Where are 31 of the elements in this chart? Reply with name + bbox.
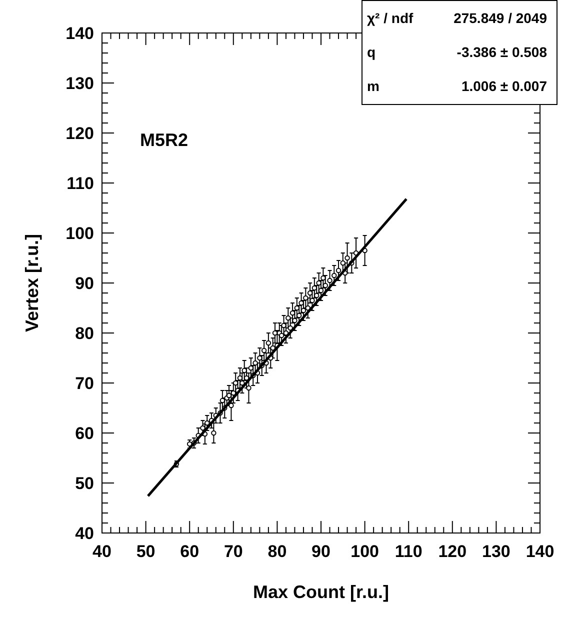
x-tick-label: 50	[136, 542, 156, 561]
annotation: -3.386 ± 0.508	[456, 44, 548, 60]
x-tick-label: 100	[350, 542, 379, 561]
x-tick-label: 110	[394, 542, 422, 561]
x-tick-label: 70	[224, 542, 243, 561]
y-tick-label: 80	[75, 324, 94, 343]
x-tick-label: 60	[180, 542, 200, 561]
x-tick-label: 40	[92, 542, 112, 561]
y-tick-label: 100	[66, 224, 94, 243]
y-tick-label: 40	[75, 524, 94, 543]
y-tick-label: 60	[75, 424, 94, 443]
annotation: m	[367, 78, 380, 94]
y-tick-label: 90	[75, 274, 94, 293]
x-tick-label: 140	[526, 542, 554, 561]
annotation: 1.006 ± 0.007	[461, 78, 548, 94]
y-axis-title: Vertex [r.u.]	[22, 234, 42, 332]
annotation: q	[367, 44, 376, 60]
annotation: M5R2	[140, 130, 188, 150]
y-tick-label: 140	[66, 24, 94, 43]
y-tick-label: 50	[75, 474, 94, 493]
x-tick-label: 80	[268, 542, 287, 561]
x-tick-label: 130	[482, 542, 510, 561]
text: 275.849 / 2049	[454, 10, 548, 26]
y-tick-label: 130	[66, 74, 94, 93]
x-axis-title: Max Count [r.u.]	[253, 582, 389, 602]
x-tick-label: 90	[312, 542, 330, 561]
y-tick-label: 120	[66, 124, 94, 143]
y-tick-label: 110	[66, 174, 94, 193]
y-tick-label: 70	[75, 374, 94, 393]
text: χ² / ndf	[367, 10, 414, 26]
x-tick-label: 120	[438, 542, 467, 561]
